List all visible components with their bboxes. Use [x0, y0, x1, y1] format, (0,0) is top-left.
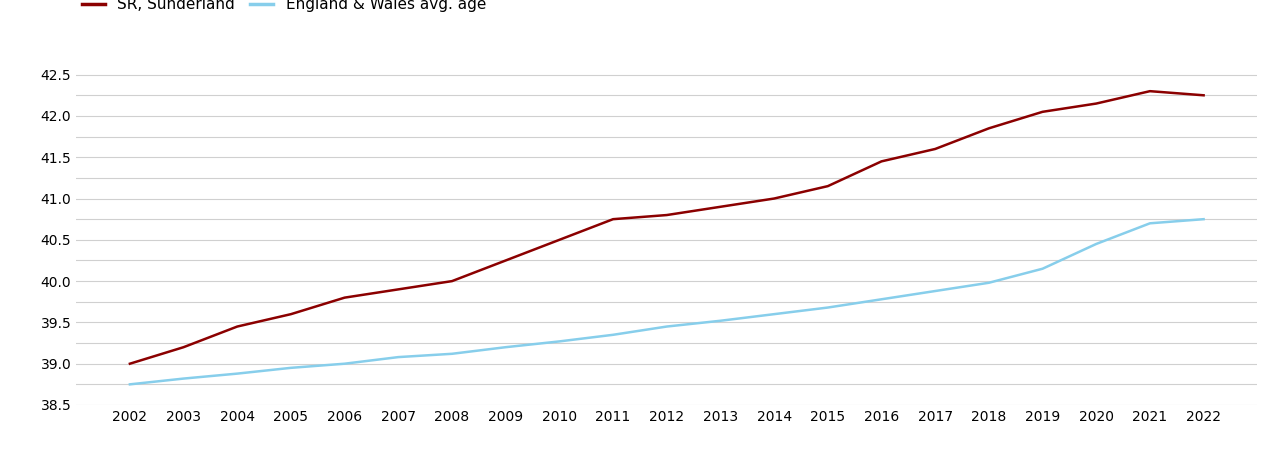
SR, Sunderland: [927, 146, 942, 152]
SR, Sunderland: [1196, 93, 1212, 98]
SR, Sunderland: [337, 295, 352, 300]
England & Wales avg. age: [820, 305, 836, 310]
England & Wales avg. age: [1196, 216, 1212, 222]
England & Wales avg. age: [283, 365, 298, 370]
England & Wales avg. age: [982, 280, 997, 285]
SR, Sunderland: [498, 258, 513, 263]
England & Wales avg. age: [177, 376, 192, 381]
Line: SR, Sunderland: SR, Sunderland: [130, 91, 1204, 364]
England & Wales avg. age: [767, 311, 782, 317]
SR, Sunderland: [283, 311, 298, 317]
SR, Sunderland: [982, 126, 997, 131]
SR, Sunderland: [177, 345, 192, 350]
England & Wales avg. age: [874, 297, 889, 302]
England & Wales avg. age: [498, 345, 513, 350]
SR, Sunderland: [659, 212, 674, 218]
SR, Sunderland: [820, 184, 836, 189]
England & Wales avg. age: [122, 382, 137, 387]
SR, Sunderland: [1088, 101, 1104, 106]
SR, Sunderland: [551, 237, 566, 243]
England & Wales avg. age: [1088, 241, 1104, 247]
SR, Sunderland: [874, 159, 889, 164]
England & Wales avg. age: [1035, 266, 1050, 271]
England & Wales avg. age: [391, 355, 406, 360]
SR, Sunderland: [1142, 89, 1157, 94]
England & Wales avg. age: [927, 288, 942, 294]
England & Wales avg. age: [337, 361, 352, 366]
SR, Sunderland: [230, 324, 245, 329]
Line: England & Wales avg. age: England & Wales avg. age: [130, 219, 1204, 384]
England & Wales avg. age: [444, 351, 460, 356]
England & Wales avg. age: [606, 332, 621, 338]
SR, Sunderland: [444, 279, 460, 284]
SR, Sunderland: [122, 361, 137, 366]
SR, Sunderland: [712, 204, 728, 210]
SR, Sunderland: [391, 287, 406, 292]
England & Wales avg. age: [230, 371, 245, 376]
England & Wales avg. age: [659, 324, 674, 329]
England & Wales avg. age: [551, 339, 566, 344]
SR, Sunderland: [1035, 109, 1050, 114]
England & Wales avg. age: [712, 318, 728, 324]
SR, Sunderland: [767, 196, 782, 201]
Legend: SR, Sunderland, England & Wales avg. age: SR, Sunderland, England & Wales avg. age: [76, 0, 491, 18]
SR, Sunderland: [606, 216, 621, 222]
England & Wales avg. age: [1142, 220, 1157, 226]
